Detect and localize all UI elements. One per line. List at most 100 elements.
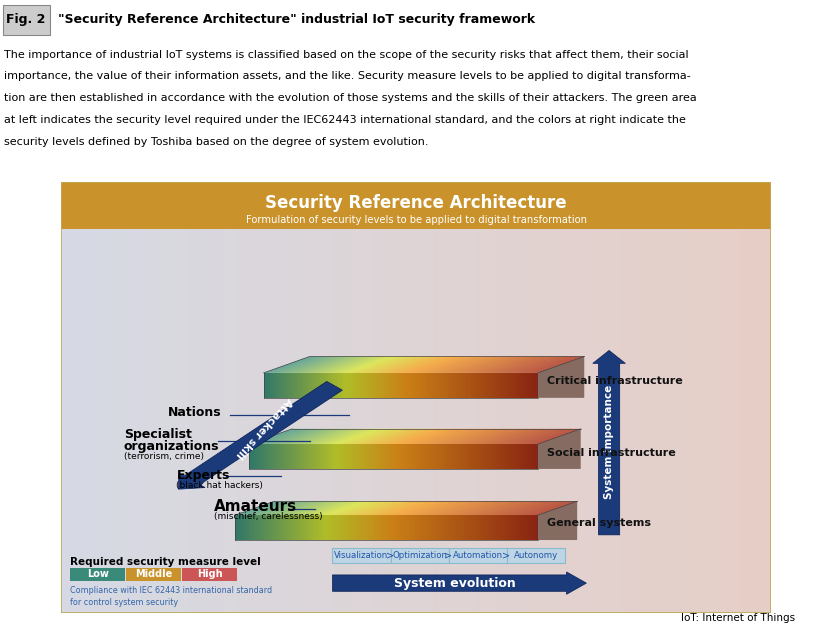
Polygon shape — [340, 373, 341, 398]
Polygon shape — [347, 373, 349, 398]
Polygon shape — [497, 501, 538, 515]
Text: Fig. 2: Fig. 2 — [7, 13, 46, 26]
Polygon shape — [455, 515, 457, 540]
Polygon shape — [492, 515, 494, 540]
Polygon shape — [435, 429, 479, 444]
Polygon shape — [491, 357, 538, 373]
Polygon shape — [487, 515, 489, 540]
Polygon shape — [518, 429, 563, 444]
Polygon shape — [499, 515, 500, 540]
Polygon shape — [314, 501, 355, 515]
Polygon shape — [528, 373, 530, 398]
Polygon shape — [521, 357, 568, 373]
Polygon shape — [335, 357, 382, 373]
Polygon shape — [283, 515, 285, 540]
Polygon shape — [416, 429, 459, 444]
Polygon shape — [413, 515, 414, 540]
Polygon shape — [393, 515, 395, 540]
Polygon shape — [438, 444, 440, 469]
Polygon shape — [363, 429, 407, 444]
Polygon shape — [280, 501, 321, 515]
Polygon shape — [269, 501, 310, 515]
Polygon shape — [260, 429, 305, 444]
Polygon shape — [500, 357, 547, 373]
Polygon shape — [459, 444, 460, 469]
Polygon shape — [437, 515, 438, 540]
Polygon shape — [388, 429, 432, 444]
Polygon shape — [497, 444, 499, 469]
Polygon shape — [361, 429, 405, 444]
Polygon shape — [291, 515, 292, 540]
Polygon shape — [247, 515, 248, 540]
Polygon shape — [356, 429, 400, 444]
Polygon shape — [287, 501, 328, 515]
Polygon shape — [403, 444, 405, 469]
Polygon shape — [405, 444, 406, 469]
Polygon shape — [280, 357, 328, 373]
Polygon shape — [235, 515, 237, 540]
Polygon shape — [376, 373, 378, 398]
Polygon shape — [329, 515, 331, 540]
Polygon shape — [514, 515, 516, 540]
Polygon shape — [446, 515, 449, 540]
Polygon shape — [356, 444, 358, 469]
Polygon shape — [486, 357, 533, 373]
Polygon shape — [353, 501, 393, 515]
Polygon shape — [355, 444, 356, 469]
Polygon shape — [492, 501, 533, 515]
Polygon shape — [431, 357, 478, 373]
Polygon shape — [404, 373, 405, 398]
Polygon shape — [446, 357, 494, 373]
Polygon shape — [510, 373, 512, 398]
Polygon shape — [463, 357, 510, 373]
Polygon shape — [431, 373, 432, 398]
Polygon shape — [285, 373, 286, 398]
Polygon shape — [457, 444, 459, 469]
Polygon shape — [491, 444, 493, 469]
Polygon shape — [340, 357, 387, 373]
Polygon shape — [376, 444, 378, 469]
Polygon shape — [417, 373, 419, 398]
Polygon shape — [428, 357, 475, 373]
Polygon shape — [437, 357, 485, 373]
Polygon shape — [427, 429, 471, 444]
Polygon shape — [304, 501, 345, 515]
Polygon shape — [278, 373, 280, 398]
Polygon shape — [416, 444, 418, 469]
Polygon shape — [440, 373, 441, 398]
Polygon shape — [363, 501, 404, 515]
Polygon shape — [312, 357, 360, 373]
Polygon shape — [466, 373, 468, 398]
Polygon shape — [287, 429, 332, 444]
Polygon shape — [299, 515, 301, 540]
Polygon shape — [422, 515, 423, 540]
Polygon shape — [286, 429, 330, 444]
Polygon shape — [267, 515, 269, 540]
Polygon shape — [256, 501, 296, 515]
Polygon shape — [265, 429, 310, 444]
Polygon shape — [494, 515, 495, 540]
Polygon shape — [374, 429, 419, 444]
Polygon shape — [390, 429, 434, 444]
Polygon shape — [510, 357, 558, 373]
Polygon shape — [353, 444, 355, 469]
Polygon shape — [446, 373, 448, 398]
Polygon shape — [342, 515, 344, 540]
Polygon shape — [457, 429, 501, 444]
Polygon shape — [378, 357, 425, 373]
Polygon shape — [524, 501, 564, 515]
Polygon shape — [441, 429, 486, 444]
Polygon shape — [283, 444, 284, 469]
Polygon shape — [296, 373, 298, 398]
Polygon shape — [262, 429, 306, 444]
Polygon shape — [382, 444, 384, 469]
Polygon shape — [423, 373, 425, 398]
Polygon shape — [350, 444, 351, 469]
FancyBboxPatch shape — [70, 567, 125, 581]
Polygon shape — [378, 501, 419, 515]
Polygon shape — [330, 357, 378, 373]
Polygon shape — [264, 444, 265, 469]
Polygon shape — [279, 444, 281, 469]
Polygon shape — [371, 444, 373, 469]
Polygon shape — [378, 444, 379, 469]
